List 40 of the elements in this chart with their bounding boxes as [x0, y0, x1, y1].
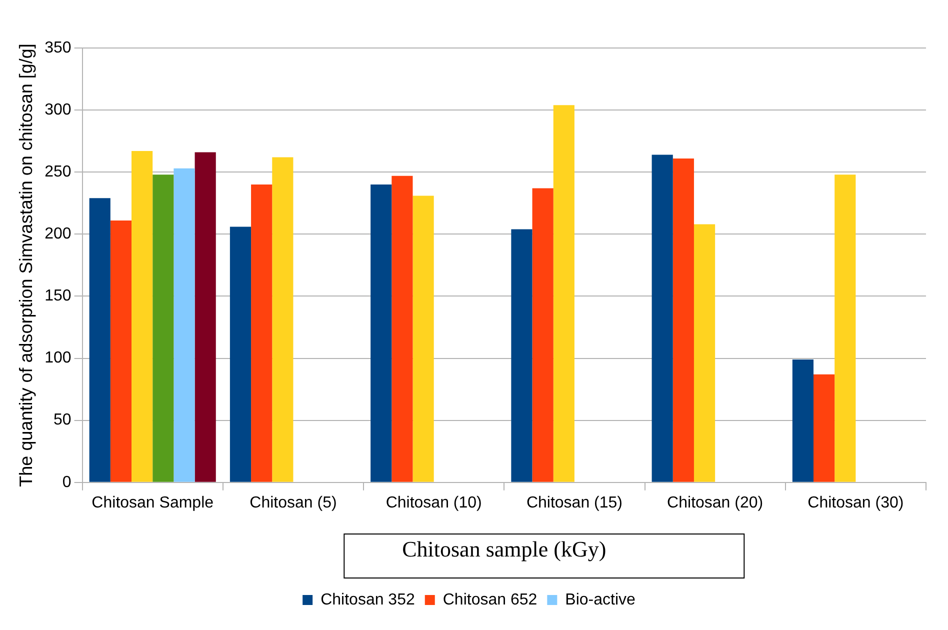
- bar: [412, 196, 434, 482]
- x-tick-label: Chitosan (5): [250, 494, 337, 512]
- bar: [132, 151, 153, 482]
- y-tick-label: 150: [44, 288, 72, 305]
- x-tick-label: Chitosan (20): [667, 494, 764, 512]
- bar: [652, 154, 673, 482]
- bar: [194, 152, 216, 482]
- bar: [392, 176, 413, 482]
- y-tick-label: 350: [44, 39, 72, 56]
- y-tick-label: 0: [62, 474, 72, 491]
- bar: [152, 174, 174, 482]
- x-tick-label: Chitosan Sample: [92, 494, 214, 512]
- bar: [272, 157, 294, 482]
- bar: [834, 174, 856, 482]
- y-tick-label: 300: [44, 101, 72, 118]
- y-tick-label: 250: [44, 164, 72, 181]
- bar: [553, 105, 574, 482]
- bar: [694, 224, 716, 482]
- bar: [532, 188, 554, 482]
- y-tick-label: 50: [54, 412, 72, 429]
- y-tick-label: 100: [44, 350, 72, 367]
- bar: [110, 220, 132, 482]
- bar: [370, 184, 392, 482]
- y-axis-title: The quantity of adsorption Simvastatin on chitosan [g/g]: [16, 44, 36, 487]
- bar: [230, 226, 252, 482]
- y-tick-label: 200: [44, 226, 72, 243]
- x-axis-title: Chitosan sample (kGy): [402, 536, 606, 562]
- legend-label: Bio-active: [565, 591, 636, 608]
- bar: [511, 229, 532, 482]
- bar: [251, 184, 272, 482]
- bar: [672, 158, 694, 482]
- x-tick-label: Chitosan (10): [386, 494, 482, 512]
- x-tick-label: Chitosan (15): [526, 494, 622, 512]
- bar: [174, 168, 195, 482]
- bar: [792, 360, 814, 482]
- x-tick-label: Chitosan (30): [808, 494, 904, 512]
- bar: [814, 374, 835, 482]
- legend-label: Chitosan 352: [320, 591, 415, 608]
- legend-label: Chitosan 652: [442, 591, 538, 608]
- bar: [89, 198, 110, 482]
